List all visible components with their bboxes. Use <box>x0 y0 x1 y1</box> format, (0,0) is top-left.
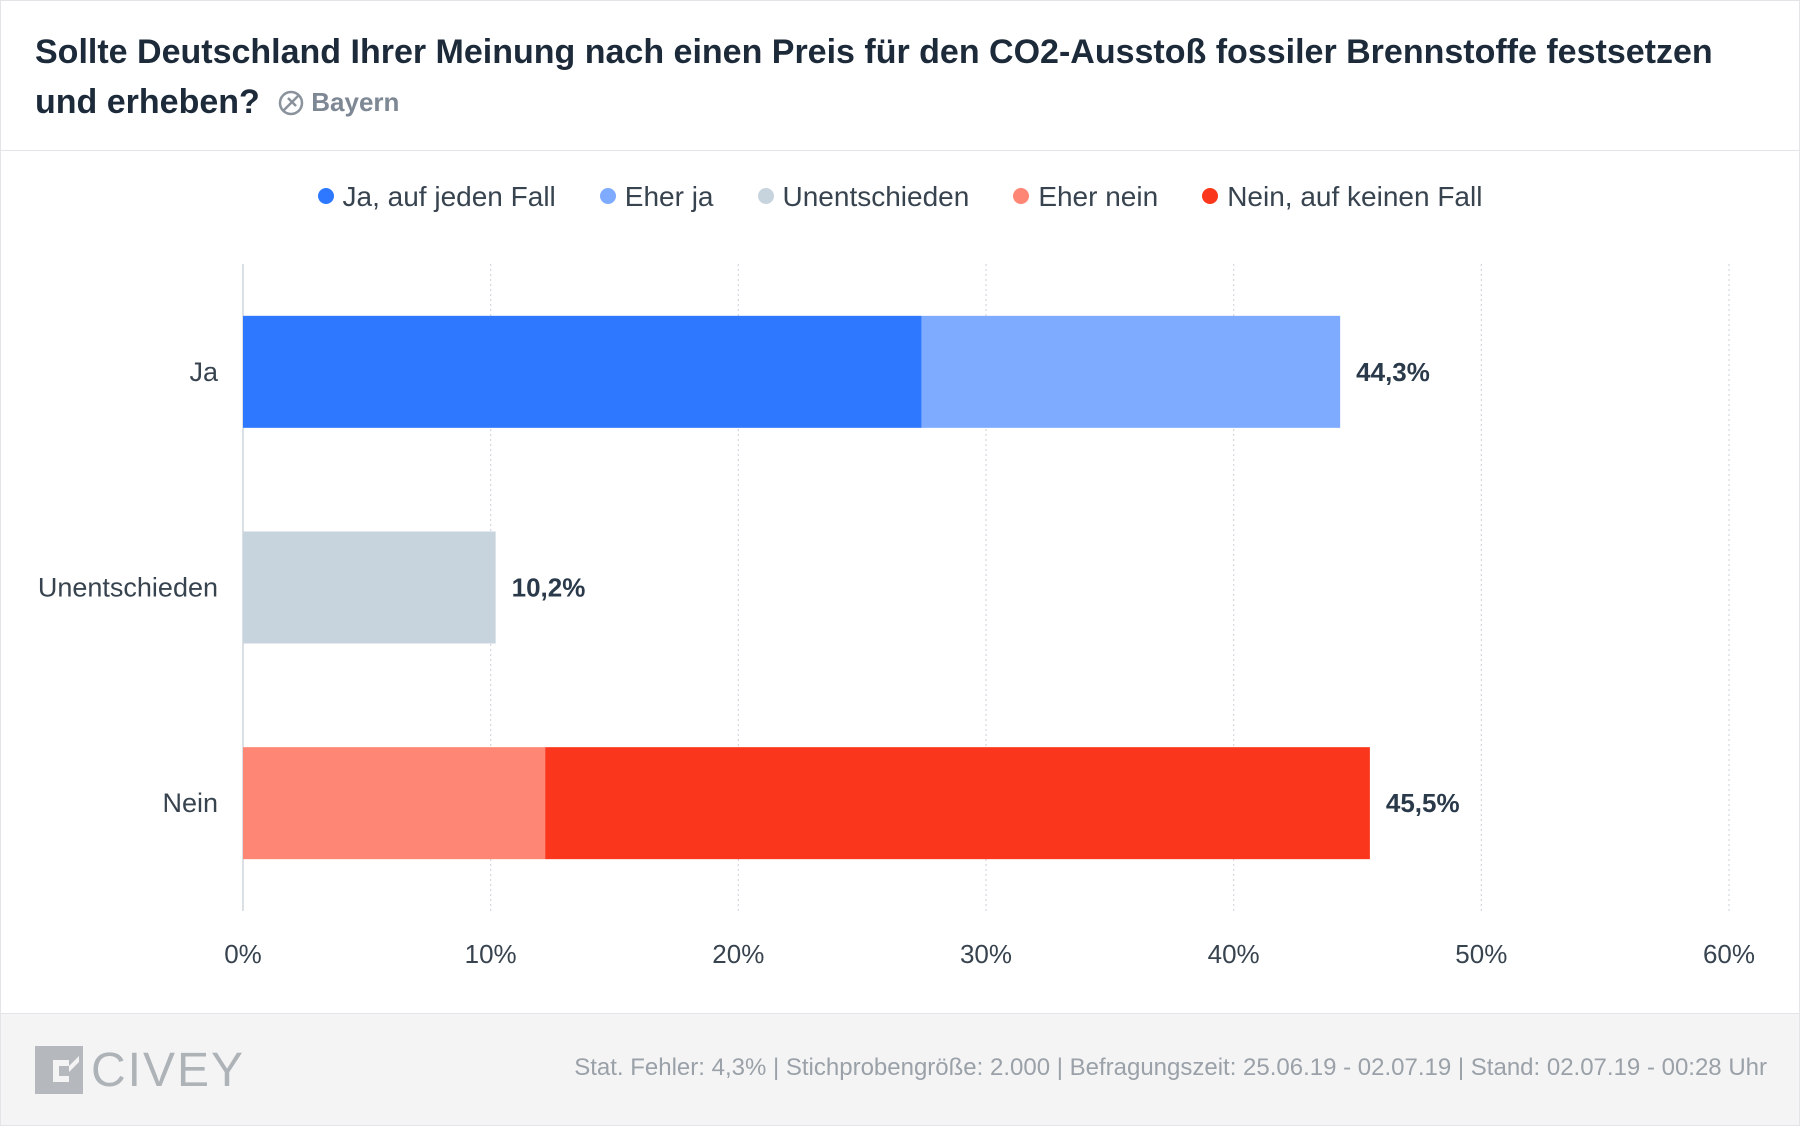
region-tag: Bayern <box>277 77 399 127</box>
legend-item-unentschieden: Unentschieden <box>757 181 970 213</box>
civey-logo: CIVEY <box>35 1046 243 1096</box>
data-label: 44,3% <box>1356 357 1430 387</box>
legend-item-ja-auf-jeden-fall: Ja, auf jeden Fall <box>317 181 556 213</box>
civey-logo-icon <box>35 1046 83 1094</box>
legend-item-eher-nein: Eher nein <box>1013 181 1158 213</box>
legend-item-nein-auf-keinen-fall: Nein, auf keinen Fall <box>1202 181 1482 213</box>
bar-segment <box>243 531 496 644</box>
legend-label: Ja, auf jeden Fall <box>342 181 556 212</box>
chart-footer: CIVEY Stat. Fehler: 4,3% | Stichprobengr… <box>1 1013 1799 1125</box>
data-label: 45,5% <box>1386 788 1460 818</box>
bar-segment <box>243 315 922 428</box>
category-label: Nein <box>162 788 218 818</box>
bar-segment <box>921 315 1341 428</box>
region-label: Bayern <box>311 87 400 117</box>
legend-dot <box>757 188 774 204</box>
bar-segment <box>243 747 546 860</box>
x-tick-label: 20% <box>712 939 764 969</box>
x-tick-label: 40% <box>1208 939 1260 969</box>
legend-label: Nein, auf keinen Fall <box>1227 181 1483 212</box>
chart-title: Sollte Deutschland Ihrer Meinung nach ei… <box>35 27 1775 127</box>
legend-label: Eher ja <box>624 181 714 212</box>
x-tick-label: 60% <box>1703 939 1755 969</box>
question-text: Sollte Deutschland Ihrer Meinung nach ei… <box>35 33 1713 121</box>
legend-label: Unentschieden <box>782 181 970 212</box>
no-location-icon <box>279 90 304 116</box>
legend-dot <box>317 188 334 204</box>
survey-meta: Stat. Fehler: 4,3% | Stichprobengröße: 2… <box>574 1054 1767 1081</box>
logo-text: CIVEY <box>91 1044 246 1097</box>
legend-dot <box>599 188 616 204</box>
data-label: 10,2% <box>512 573 586 603</box>
x-tick-label: 0% <box>224 939 262 969</box>
legend-item-eher-ja: Eher ja <box>599 181 714 213</box>
bar-chart: 0% 10% 20% 30% 40% 50% 60% Ja 44,3% Unentschieden… <box>38 264 1755 969</box>
legend-label: Eher nein <box>1038 181 1159 212</box>
legend-dot <box>1013 188 1030 204</box>
legend-dot <box>1202 188 1219 204</box>
category-label: Unentschieden <box>38 573 218 603</box>
x-tick-label: 50% <box>1455 939 1507 969</box>
x-tick-label: 10% <box>465 939 517 969</box>
chart-legend: Ja, auf jeden Fall Eher ja Unentschieden Eh… <box>1 181 1799 213</box>
chart-header: Sollte Deutschland Ihrer Meinung nach ei… <box>1 1 1799 151</box>
category-label: Ja <box>189 357 219 387</box>
x-tick-label: 30% <box>960 939 1012 969</box>
bar-segment <box>545 747 1370 860</box>
